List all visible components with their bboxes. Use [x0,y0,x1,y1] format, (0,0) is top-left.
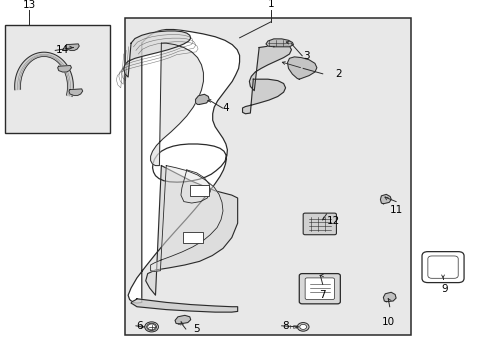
FancyBboxPatch shape [421,252,463,283]
Polygon shape [150,43,203,166]
Circle shape [144,322,158,332]
Polygon shape [265,39,293,47]
Text: 9: 9 [441,284,447,294]
Polygon shape [58,66,71,72]
Text: 5: 5 [193,324,200,334]
Polygon shape [65,44,79,50]
FancyBboxPatch shape [305,278,334,300]
Polygon shape [287,57,316,79]
Text: 4: 4 [222,103,229,113]
Polygon shape [383,292,395,302]
Text: 12: 12 [326,216,339,226]
Bar [189,185,209,196]
Bar [124,18,410,335]
Text: 6: 6 [136,321,142,331]
Polygon shape [123,31,190,77]
Text: 10: 10 [382,317,394,327]
Text: 13: 13 [22,0,36,10]
FancyBboxPatch shape [303,213,336,235]
Circle shape [147,324,155,330]
Polygon shape [195,94,209,104]
Text: 2: 2 [334,69,341,79]
Text: 8: 8 [282,321,289,331]
Bar [5,25,110,133]
Polygon shape [380,194,390,204]
Polygon shape [69,89,82,95]
Polygon shape [150,166,223,271]
Polygon shape [128,30,239,303]
FancyBboxPatch shape [299,274,340,304]
Text: 1: 1 [267,0,274,9]
Polygon shape [131,299,237,312]
Polygon shape [249,45,291,91]
Polygon shape [145,166,237,295]
FancyBboxPatch shape [427,256,457,278]
Text: 14: 14 [56,45,69,55]
Text: 3: 3 [303,51,309,61]
Circle shape [299,324,306,329]
Polygon shape [175,315,190,324]
Polygon shape [242,79,285,114]
Text: 11: 11 [388,205,402,215]
Bar [183,232,203,243]
Circle shape [146,323,156,330]
Text: 7: 7 [319,290,325,300]
Polygon shape [15,52,73,96]
Circle shape [297,323,308,331]
